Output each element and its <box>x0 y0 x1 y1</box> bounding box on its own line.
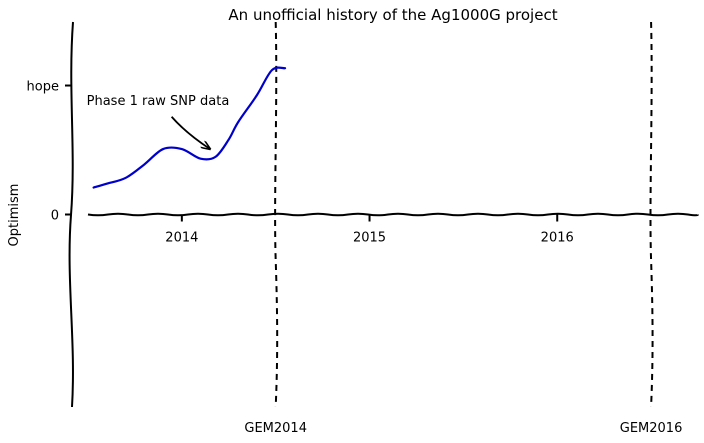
baseline-line <box>87 212 699 217</box>
y-ticks: 0 hope <box>27 80 72 224</box>
x-tick-label-0: 2014 <box>165 231 198 246</box>
y-tick-label-0: 0 <box>51 209 59 224</box>
annotations: Phase 1 raw SNP data <box>87 94 230 149</box>
y-tick-label-1: hope <box>27 80 59 95</box>
vertical-markers: GEM2014 GEM2016 <box>244 21 683 436</box>
x-ticks: 2014 2015 2016 <box>165 214 574 246</box>
vline-label-0: GEM2014 <box>244 421 307 436</box>
x-tick-label-1: 2015 <box>353 231 386 246</box>
series-lines <box>92 66 287 189</box>
vline-label-1: GEM2016 <box>620 421 683 436</box>
y-axis-label: Optimism <box>7 184 22 247</box>
vline-0 <box>274 21 279 408</box>
annotation-text-0: Phase 1 raw SNP data <box>87 94 230 109</box>
vline-1 <box>649 21 654 408</box>
chart-title: An unofficial history of the Ag1000G pro… <box>228 6 557 24</box>
zero-baseline <box>87 212 699 217</box>
x-tick-label-2: 2016 <box>541 231 574 246</box>
series-line-0 <box>92 66 287 189</box>
annotation-arrow-0 <box>170 116 210 149</box>
